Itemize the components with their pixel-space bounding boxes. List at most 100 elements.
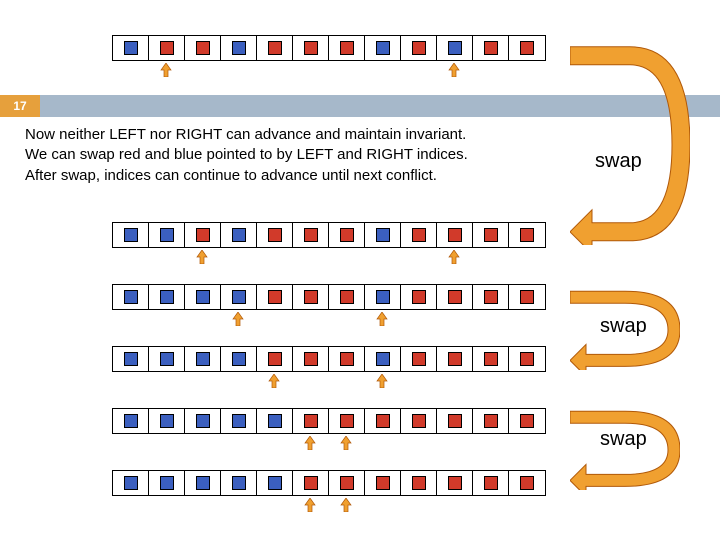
cell	[293, 347, 329, 371]
cell	[149, 223, 185, 247]
red-square	[304, 476, 318, 490]
blue-square	[160, 414, 174, 428]
blue-square	[448, 41, 462, 55]
cell	[329, 347, 365, 371]
blue-square	[160, 290, 174, 304]
cell	[221, 347, 257, 371]
left-pointer	[196, 250, 208, 264]
blue-square	[160, 476, 174, 490]
cell	[293, 285, 329, 309]
cell	[113, 409, 149, 433]
red-square	[376, 476, 390, 490]
intro-text: Now neither LEFT nor RIGHT can advance a…	[25, 125, 468, 186]
cell	[473, 36, 509, 60]
array-row	[112, 408, 546, 450]
blue-square	[124, 476, 138, 490]
red-square	[520, 228, 534, 242]
array-row	[112, 470, 546, 512]
cell	[509, 36, 545, 60]
red-square	[448, 352, 462, 366]
cell	[113, 471, 149, 495]
cell	[509, 471, 545, 495]
pointer-row	[112, 496, 546, 512]
cell-strip	[112, 284, 546, 310]
cell	[113, 36, 149, 60]
blue-square	[232, 41, 246, 55]
blue-square	[376, 41, 390, 55]
cell	[401, 36, 437, 60]
cell	[473, 471, 509, 495]
red-square	[484, 290, 498, 304]
cell	[365, 36, 401, 60]
cell-strip	[112, 408, 546, 434]
red-square	[520, 290, 534, 304]
blue-square	[196, 476, 210, 490]
red-square	[304, 41, 318, 55]
left-pointer	[304, 436, 316, 450]
red-square	[340, 414, 354, 428]
red-square	[520, 476, 534, 490]
blue-square	[232, 476, 246, 490]
red-square	[412, 414, 426, 428]
cell	[437, 36, 473, 60]
cell	[437, 223, 473, 247]
cell	[401, 471, 437, 495]
red-square	[484, 414, 498, 428]
cell	[149, 471, 185, 495]
red-square	[520, 414, 534, 428]
cell	[257, 223, 293, 247]
cell	[473, 285, 509, 309]
cell	[221, 409, 257, 433]
cell	[257, 471, 293, 495]
red-square	[484, 41, 498, 55]
cell	[185, 409, 221, 433]
page-number: 17	[0, 95, 40, 117]
red-square	[304, 414, 318, 428]
pointer-row	[112, 61, 546, 77]
cell	[329, 285, 365, 309]
red-square	[448, 476, 462, 490]
cell	[293, 471, 329, 495]
right-pointer	[376, 312, 388, 326]
red-square	[196, 41, 210, 55]
blue-square	[124, 228, 138, 242]
red-square	[448, 414, 462, 428]
right-pointer	[448, 250, 460, 264]
cell	[185, 285, 221, 309]
cell	[329, 409, 365, 433]
intro-line: Now neither LEFT nor RIGHT can advance a…	[25, 125, 468, 145]
cell	[365, 285, 401, 309]
red-square	[484, 352, 498, 366]
swap-arrow	[570, 290, 680, 375]
cell	[509, 223, 545, 247]
red-square	[412, 476, 426, 490]
blue-square	[376, 228, 390, 242]
pointer-row	[112, 248, 546, 264]
swap-arrow	[570, 45, 690, 250]
cell	[185, 223, 221, 247]
blue-square	[124, 352, 138, 366]
left-pointer	[232, 312, 244, 326]
cell	[293, 409, 329, 433]
cell	[113, 347, 149, 371]
cell	[329, 471, 365, 495]
blue-square	[160, 352, 174, 366]
red-square	[304, 228, 318, 242]
cell	[365, 409, 401, 433]
red-square	[340, 41, 354, 55]
cell	[509, 285, 545, 309]
blue-square	[268, 476, 282, 490]
red-square	[520, 352, 534, 366]
array-row	[112, 222, 546, 264]
pointer-row	[112, 372, 546, 388]
cell-strip	[112, 35, 546, 61]
cell-strip	[112, 470, 546, 496]
cell	[437, 409, 473, 433]
red-square	[484, 476, 498, 490]
red-square	[412, 41, 426, 55]
cell	[437, 347, 473, 371]
red-square	[268, 290, 282, 304]
cell	[221, 36, 257, 60]
cell	[437, 285, 473, 309]
blue-square	[160, 228, 174, 242]
